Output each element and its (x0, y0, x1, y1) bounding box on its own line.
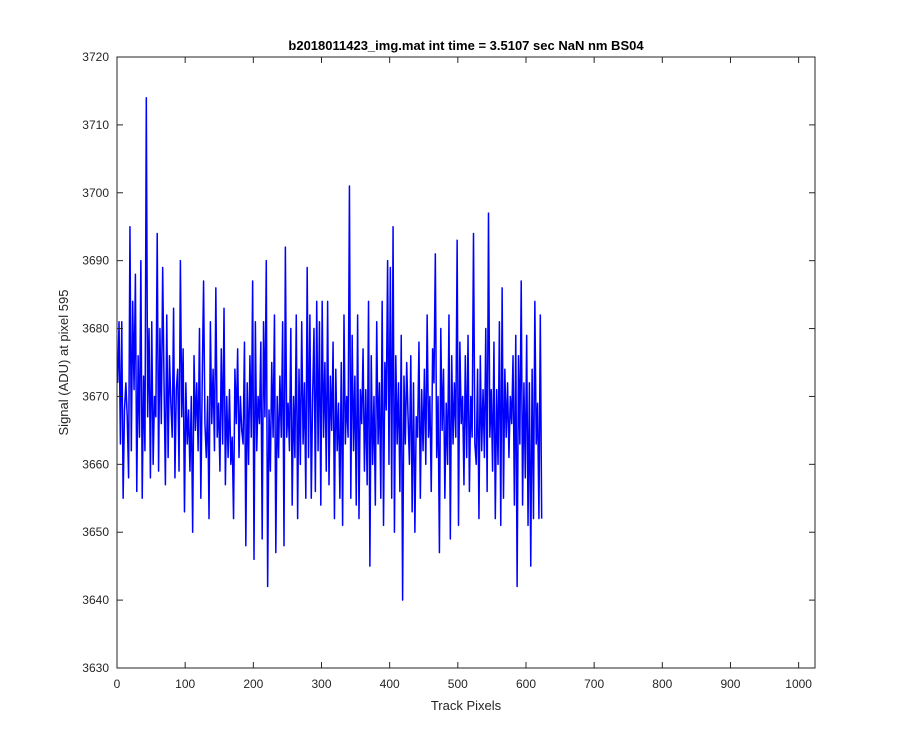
x-tick-label: 200 (243, 677, 263, 691)
x-tick-label: 300 (311, 677, 331, 691)
y-axis-label: Signal (ADU) at pixel 595 (56, 290, 71, 436)
x-tick-label: 0 (114, 677, 121, 691)
x-tick-label: 1000 (785, 677, 812, 691)
series-line (116, 96, 543, 601)
y-axis: 3630 3640 3650 3660 3670 3680 3690 3700 3710 3720 (82, 50, 815, 675)
x-tick-label: 600 (516, 677, 536, 691)
y-tick-label: 3640 (82, 593, 109, 607)
y-tick-label: 3660 (82, 457, 109, 471)
y-tick-label: 3720 (82, 50, 109, 64)
x-axis-label: Track Pixels (431, 698, 502, 713)
x-tick-label: 500 (448, 677, 468, 691)
x-axis: 0 100 200 300 400 500 600 700 800 900 1000 (114, 57, 812, 691)
y-tick-label: 3700 (82, 186, 109, 200)
y-tick-label: 3710 (82, 118, 109, 132)
x-tick-label: 800 (652, 677, 672, 691)
y-tick-label: 3650 (82, 525, 109, 539)
y-tick-label: 3690 (82, 254, 109, 268)
chart-title: b2018011423_img.mat int time = 3.5107 se… (288, 38, 644, 53)
y-tick-label: 3670 (82, 389, 109, 403)
y-tick-label: 3680 (82, 322, 109, 336)
series-layer (116, 96, 543, 601)
x-tick-label: 100 (175, 677, 195, 691)
x-tick-label: 900 (720, 677, 740, 691)
plot-frame (116, 56, 816, 669)
x-tick-label: 400 (380, 677, 400, 691)
x-tick-label: 700 (584, 677, 604, 691)
y-tick-label: 3630 (82, 661, 109, 675)
